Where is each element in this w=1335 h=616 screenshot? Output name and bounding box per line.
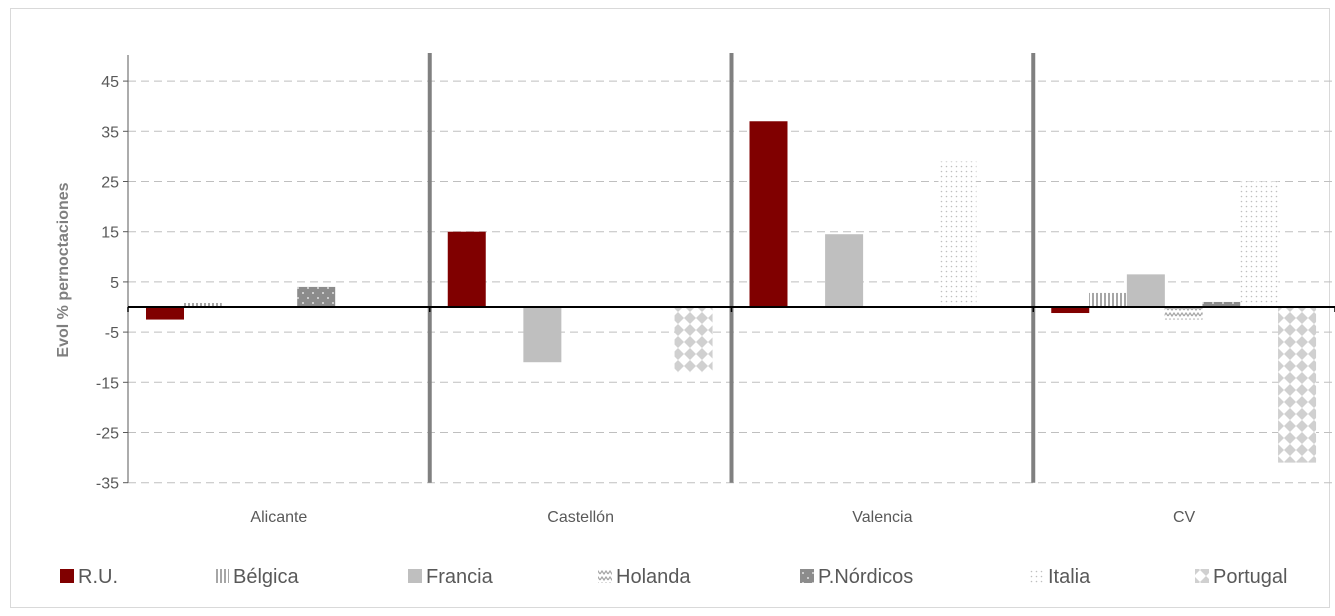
y-axis-label: Evol % pernoctaciones	[55, 182, 72, 357]
y-tick-label: 45	[101, 74, 119, 91]
legend-label: P.Nórdicos	[818, 566, 913, 588]
legend-swatch	[598, 569, 612, 583]
bar-portugal-castellon	[674, 307, 713, 373]
legend-label: Portugal	[1213, 566, 1288, 588]
bar-italia-cv	[1240, 181, 1279, 307]
legend-item-francia: Francia	[408, 566, 494, 588]
category-label-valencia: Valencia	[852, 509, 912, 526]
y-tick-label: 5	[110, 275, 119, 292]
y-tick-label: 35	[101, 124, 119, 141]
y-tick-label: 25	[101, 175, 119, 192]
y-tick-label: 15	[101, 225, 119, 242]
legend-item-italia: Italia	[1030, 566, 1091, 588]
y-tick-label: -15	[96, 375, 119, 392]
bar-r-u-cv	[1051, 307, 1090, 314]
legend-label: Bélgica	[233, 566, 299, 588]
category-label-alicante: Alicante	[250, 509, 307, 526]
bars	[146, 121, 1317, 463]
legend-item-p-nordicos: P.Nórdicos	[800, 566, 913, 588]
bar-r-u-alicante	[146, 307, 184, 320]
y-tick-label: -25	[96, 426, 119, 443]
legend-item-holanda: Holanda	[598, 566, 691, 588]
bar-portugal-cv	[1278, 307, 1317, 463]
legend-swatch	[60, 569, 74, 583]
bar-francia-valencia	[825, 234, 864, 307]
legend-label: R.U.	[78, 566, 118, 588]
bar-holanda-cv	[1164, 307, 1203, 320]
legend-item-belgica: Bélgica	[215, 566, 299, 588]
bar-r-u-castellon	[447, 231, 486, 307]
bar-r-u-valencia	[749, 121, 788, 307]
legend-swatch	[800, 569, 814, 583]
legend-swatch	[215, 569, 229, 583]
legend-item-r-u: R.U.	[60, 566, 118, 588]
category-labels: Alicante Castellón Valencia CV	[250, 509, 1195, 526]
y-tick-labels: -35 -25 -15 -5 5 15 25 35 45	[96, 74, 128, 493]
legend-swatch	[1195, 569, 1209, 583]
legend-label: Holanda	[616, 566, 691, 588]
legend-swatch	[408, 569, 422, 583]
category-label-castellon: Castellón	[547, 509, 614, 526]
bar-p-nordicos-alicante	[297, 286, 336, 307]
bar-francia-castellon	[523, 307, 562, 363]
category-separators	[427, 53, 1036, 483]
legend-item-portugal: Portugal	[1195, 566, 1288, 588]
legend-label: Francia	[426, 566, 494, 588]
bar-belgica-alicante	[183, 302, 222, 307]
bar-francia-cv	[1126, 274, 1165, 307]
axes	[127, 55, 1335, 483]
y-tick-label: -35	[96, 476, 119, 493]
bar-italia-valencia	[938, 161, 977, 307]
y-tick-label: -5	[105, 325, 119, 342]
legend-label: Italia	[1048, 566, 1091, 588]
bar-p-nordicos-cv	[1202, 301, 1241, 307]
legend: R.U. Bélgica Francia Holanda P.Nórdicos Itali…	[60, 566, 1288, 588]
bar-belgica-cv	[1089, 292, 1128, 307]
category-label-cv: CV	[1173, 509, 1196, 526]
legend-swatch	[1030, 569, 1044, 583]
